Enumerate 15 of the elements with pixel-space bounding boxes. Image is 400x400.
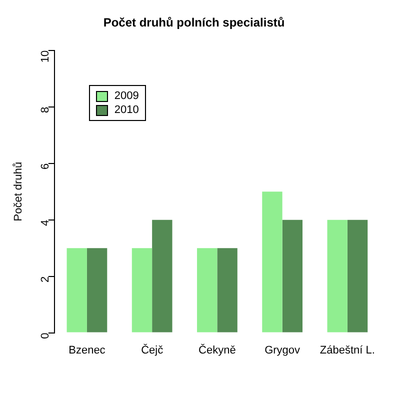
y-tick-label: 0 <box>39 332 52 339</box>
x-tick-label: Grygov <box>264 344 301 356</box>
y-tick-label: 6 <box>39 163 52 170</box>
x-tick-label: Čekyně <box>198 343 236 356</box>
y-axis-title: Počet druhů <box>12 162 25 222</box>
x-tick-label: Bzenec <box>68 344 106 356</box>
y-tick-label: 4 <box>39 220 52 226</box>
y-tick-label: 2 <box>39 276 52 282</box>
x-tick-label: Zábeštní L. <box>320 344 375 356</box>
y-tick-label: 10 <box>39 50 52 63</box>
legend-label: 2010 <box>114 103 139 118</box>
legend-label: 2009 <box>114 89 139 104</box>
y-tick-label: 8 <box>39 106 52 114</box>
x-tick-label: Čejč <box>141 343 164 356</box>
chart-title: Počet druhů polních specialistů <box>103 16 285 30</box>
